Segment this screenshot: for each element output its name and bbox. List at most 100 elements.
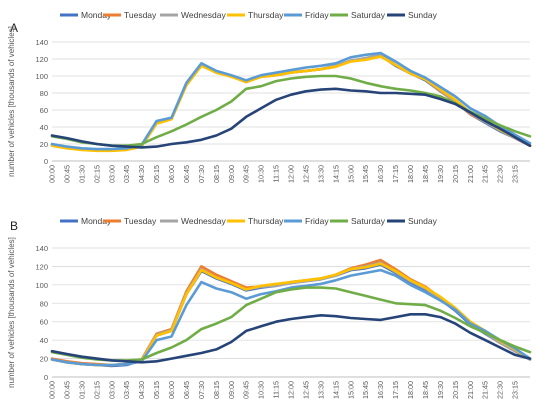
panel-a-x-tick-label: 03:00 — [107, 165, 116, 183]
panel-b-legend-label-friday: Friday — [305, 216, 329, 226]
panel-a-x-tick-label: 01:30 — [77, 165, 86, 183]
panel-a-x-tick-label: 23:15 — [511, 165, 520, 183]
panel-b-x-tick-label: 21:00 — [466, 381, 475, 399]
panel-a-legend-label-tuesday: Tuesday — [124, 10, 157, 20]
panel-a-x-tick-label: 09:45 — [242, 165, 251, 183]
panel-b-x-tick-label: 18:45 — [421, 381, 430, 399]
panel-a-y-tick-label: 60 — [40, 106, 48, 115]
panel-b-x-tick-label: 20:15 — [451, 381, 460, 399]
panel-b-x-tick-label: 19:30 — [436, 381, 445, 399]
panel-a-label: A — [10, 21, 18, 35]
panel-b-y-axis-label: number of vehicles [thousands of vehicle… — [7, 237, 16, 388]
panel-b-series-monday — [50, 263, 532, 368]
panel-b-y-tick-label: 140 — [35, 244, 48, 253]
panel-b-x-tick-label: 06:00 — [167, 381, 176, 399]
panel-b-series-sunday — [50, 313, 532, 364]
panel-a-x-tick-label: 08:15 — [212, 165, 221, 183]
panel-a-x-tick-label: 05:15 — [152, 165, 161, 183]
panel-b-series-saturday — [50, 286, 532, 362]
panel-a-legend-label-sunday: Sunday — [408, 10, 438, 20]
panel-a-legend-label-saturday: Saturday — [351, 10, 386, 20]
panel-a-legend-label-friday: Friday — [305, 10, 329, 20]
panel-a-x-tick-label: 17:15 — [391, 165, 400, 183]
panel-b-legend-label-wednesday: Wednesday — [181, 216, 226, 226]
panel-a-legend-label-wednesday: Wednesday — [181, 10, 226, 20]
chart-panel-a: A Monday Tuesday Wednesday Thursday Friday Sat… — [0, 1, 550, 207]
panel-a-x-tick-label: 03:45 — [122, 165, 131, 183]
panel-b-x-tick-label: 23:15 — [511, 381, 520, 399]
panel-b-x-tick-label: 00:45 — [62, 381, 71, 399]
panel-a-x-tick-label: 10:30 — [257, 165, 266, 183]
panel-a-x-tick-label: 04:30 — [137, 165, 146, 183]
panel-a-x-tick-label: 18:45 — [421, 165, 430, 183]
panel-b-y-tick-label: 40 — [40, 336, 48, 345]
panel-b-label: B — [10, 219, 18, 233]
panel-a-x-tick-label: 11:15 — [272, 165, 281, 182]
panel-a-y-tick-label: 40 — [40, 123, 48, 132]
panel-a-x-tick-label: 00:00 — [48, 165, 57, 183]
panel-b-x-tick-label: 16:30 — [376, 381, 385, 399]
panel-a-x-tick-label: 02:15 — [92, 165, 101, 183]
panel-b-x-tick-label: 22:30 — [496, 381, 505, 399]
panel-b-x-tick-label: 03:45 — [122, 381, 131, 399]
panel-b-x-tick-label: 14:15 — [331, 381, 340, 399]
panel-a-series-saturday — [50, 74, 532, 147]
panel-b-x-tick-label: 18:00 — [406, 381, 415, 399]
panel-b-x-tick-label: 03:00 — [107, 381, 116, 399]
panel-a-x-tick-label: 12:00 — [287, 165, 296, 183]
panel-a-x-tick-label: 12:45 — [301, 165, 310, 183]
panel-b-legend: Monday Tuesday Wednesday Thursday Friday Satu… — [60, 216, 438, 226]
panel-b-x-tick-label: 17:15 — [391, 381, 400, 399]
panel-b-y-tick-label: 120 — [35, 262, 48, 271]
panel-a-y-tick-label: 80 — [40, 89, 48, 98]
panel-a-legend-label-thursday: Thursday — [248, 10, 284, 20]
panel-b-x-tick-label: 15:00 — [346, 381, 355, 399]
panel-b-y-tick-label: 100 — [35, 281, 48, 290]
panel-a-x-tick-label: 16:30 — [376, 165, 385, 183]
panel-a-x-tick-label: 21:00 — [466, 165, 475, 183]
panel-b-x-tick-label: 12:00 — [287, 381, 296, 399]
panel-b-x-tick-label: 21:45 — [481, 381, 490, 399]
panel-b-x-tick-label: 12:45 — [301, 381, 310, 399]
panel-b-x-tick-label: 11:15 — [272, 381, 281, 398]
panel-a-legend: Monday Tuesday Wednesday Thursday Friday Satu… — [60, 10, 438, 20]
panel-b-legend-label-monday: Monday — [81, 216, 112, 226]
panel-a-x-tick-label: 22:30 — [496, 165, 505, 183]
panel-a-series-sunday — [50, 87, 532, 149]
panel-a-y-tick-label: 140 — [35, 38, 48, 47]
panel-b-x-tick-label: 15:45 — [361, 381, 370, 399]
panel-b-y-tick-label: 20 — [40, 355, 48, 364]
panel-b-y-tick-label: 60 — [40, 318, 48, 327]
panel-a-x-tick-label: 20:15 — [451, 165, 460, 183]
panel-a-y-tick-label: 0 — [44, 157, 48, 166]
panel-a-x-tick-label: 19:30 — [436, 165, 445, 183]
panel-a-x-tick-label: 09:00 — [227, 165, 236, 183]
panel-a-x-tick-label: 21:45 — [481, 165, 490, 183]
panel-a-y-tick-label: 20 — [40, 140, 48, 149]
panel-a-y-tick-label: 100 — [35, 72, 48, 81]
panel-b-x-tick-label: 08:15 — [212, 381, 221, 399]
panel-a-x-tick-label: 00:45 — [62, 165, 71, 183]
panel-a-x-tick-label: 15:00 — [346, 165, 355, 183]
panel-b-y-tick-label: 0 — [44, 373, 48, 382]
panel-a-x-tick-label: 07:30 — [197, 165, 206, 183]
panel-b-series-friday — [50, 268, 532, 367]
panel-a-x-tick-label: 06:45 — [182, 165, 191, 183]
panel-b-x-tick-label: 13:30 — [316, 381, 325, 399]
panel-b-legend-label-thursday: Thursday — [248, 216, 284, 226]
panel-b-legend-label-saturday: Saturday — [351, 216, 386, 226]
panel-a-x-tick-label: 06:00 — [167, 165, 176, 183]
panel-a-x-tick-label: 13:30 — [316, 165, 325, 183]
panel-a-y-tick-label: 120 — [35, 55, 48, 64]
panel-a-x-tick-label: 18:00 — [406, 165, 415, 183]
panel-a-legend-label-monday: Monday — [81, 10, 112, 20]
panel-b-legend-label-tuesday: Tuesday — [124, 216, 157, 226]
panel-b-y-tick-label: 80 — [40, 299, 48, 308]
panel-b-x-tick-label: 04:30 — [137, 381, 146, 399]
panel-b-x-tick-label: 09:45 — [242, 381, 251, 399]
panel-b-legend-label-sunday: Sunday — [408, 216, 438, 226]
panel-b-x-tick-label: 02:15 — [92, 381, 101, 399]
panel-b-x-tick-label: 06:45 — [182, 381, 191, 399]
panel-a-series-thursday — [50, 55, 532, 153]
